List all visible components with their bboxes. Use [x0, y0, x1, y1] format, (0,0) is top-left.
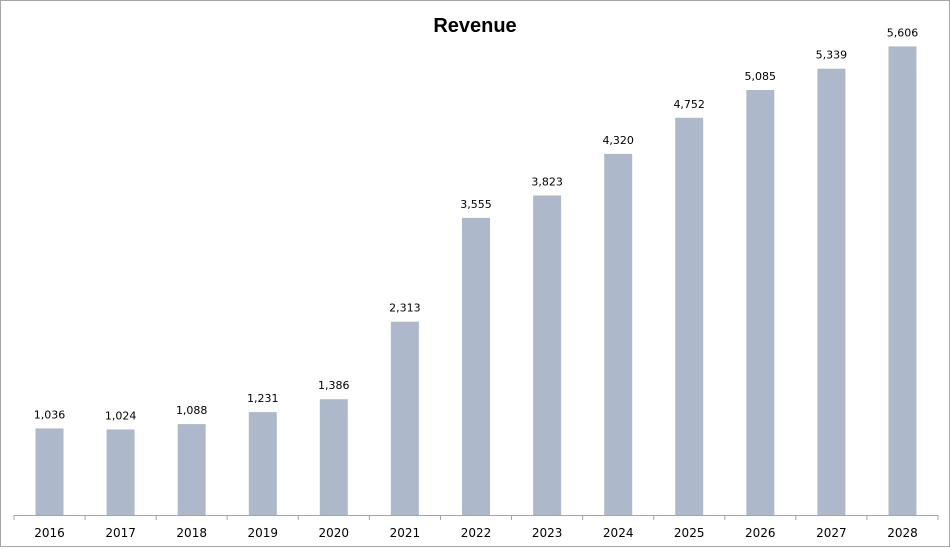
bar-2019 — [248, 412, 277, 515]
x-tick-label-2028: 2028 — [887, 526, 918, 540]
x-tick-label-2019: 2019 — [248, 526, 279, 540]
x-axis: 2016 2017 2018 2019 2020 2021 2022 2023 2024 2025… — [13, 515, 939, 540]
x-tick-label-2020: 2020 — [319, 526, 350, 540]
chart-title: Revenue — [433, 15, 517, 37]
bar-2028 — [888, 46, 917, 516]
bar-2027 — [817, 68, 846, 515]
x-tick-label-2024: 2024 — [603, 526, 634, 540]
x-tick-label-2026: 2026 — [745, 526, 776, 540]
x-tick-label-2027: 2027 — [816, 526, 847, 540]
data-label-2017: 1,024 — [105, 409, 137, 422]
bar-2023 — [533, 195, 562, 515]
data-label-2026: 5,085 — [745, 70, 777, 83]
data-label-2027: 5,339 — [816, 49, 848, 62]
bar-2022 — [462, 217, 490, 515]
bar-2025 — [675, 117, 704, 516]
data-label-2021: 2,313 — [389, 302, 421, 315]
x-tick-label-2022: 2022 — [461, 526, 492, 540]
bar-2026 — [746, 90, 775, 515]
bar-2018 — [177, 424, 206, 515]
data-label-2018: 1,088 — [176, 404, 208, 417]
x-tick-label-2017: 2017 — [105, 526, 136, 540]
bar-2016 — [35, 428, 64, 515]
data-label-2024: 4,320 — [602, 134, 634, 147]
bar-2021 — [390, 321, 419, 515]
x-tick-label-2023: 2023 — [532, 526, 563, 540]
data-label-2028: 5,606 — [887, 26, 919, 39]
data-label-2022: 3,555 — [460, 198, 492, 211]
x-tick-label-2018: 2018 — [176, 526, 207, 540]
x-tick-label-2025: 2025 — [674, 526, 705, 540]
bars-layer: 1,036 1,024 1,088 1,231 1,386 2,313 3,555 3,823… — [34, 26, 919, 516]
bar-2020 — [319, 399, 348, 515]
data-label-2019: 1,231 — [247, 392, 279, 405]
bar-2017 — [106, 429, 135, 515]
data-label-2020: 1,386 — [318, 379, 350, 392]
x-tick-label-2021: 2021 — [390, 526, 421, 540]
x-tick-label-2016: 2016 — [34, 526, 65, 540]
data-label-2025: 4,752 — [673, 98, 705, 111]
bar-2024 — [604, 153, 633, 515]
data-label-2016: 1,036 — [34, 408, 66, 421]
data-label-2023: 3,823 — [531, 176, 563, 189]
